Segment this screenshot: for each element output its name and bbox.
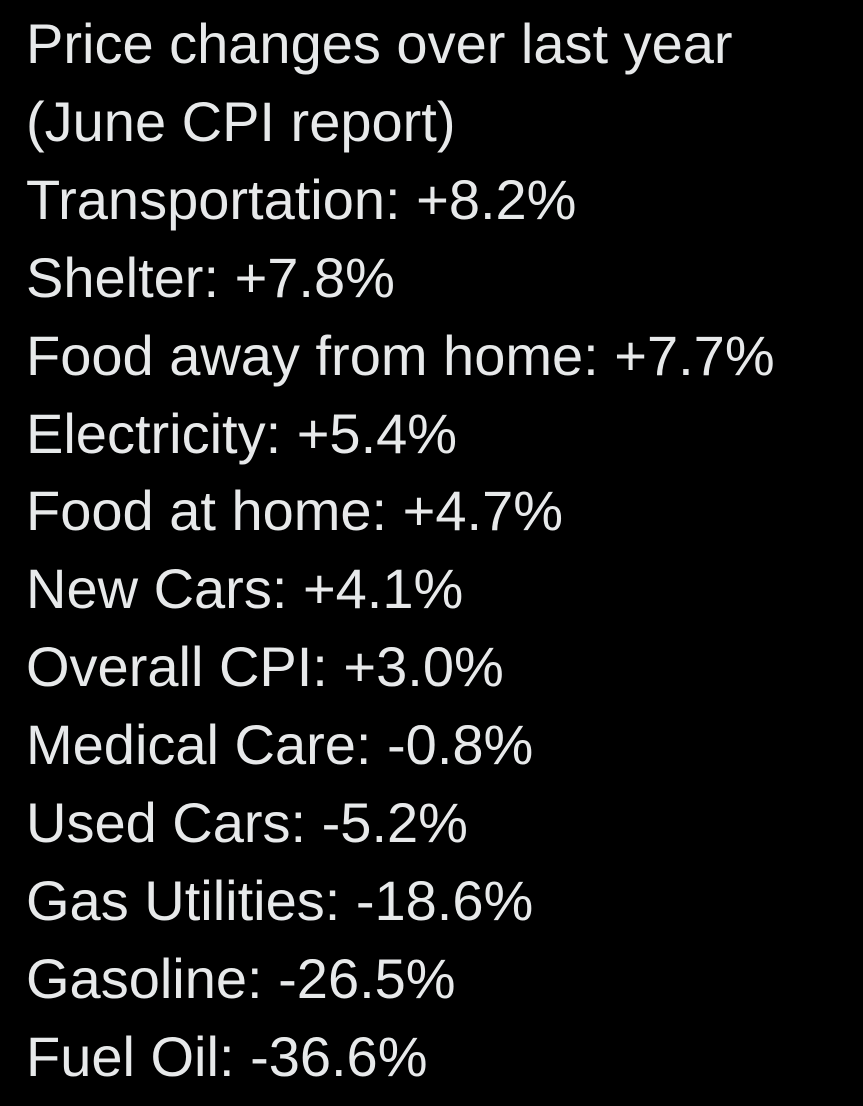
category-label: Medical Care [26,713,356,777]
category-label: Gasoline [26,946,248,1010]
change-value: +8.2% [416,167,577,231]
price-change-list: Transportation: +8.2% Shelter: +7.8% Food … [26,161,775,1096]
category-label: Shelter [26,245,204,309]
subtitle-line: (June CPI report) [26,89,456,153]
price-change-item: Gas Utilities: -18.6% [26,868,534,932]
category-label: Transportation [26,167,385,231]
price-change-item: New Cars: +4.1% [26,557,464,621]
price-change-item: Shelter: +7.8% [26,245,395,309]
change-value: +7.7% [614,323,775,387]
price-change-item: Gasoline: -26.5% [26,946,456,1010]
change-value: +5.4% [296,401,458,465]
price-change-item: Food away from home: +7.7% [26,323,775,387]
change-value: -0.8% [387,713,534,777]
change-value: +4.7% [402,479,564,543]
change-value: +4.1% [302,557,464,621]
category-label: Food at home [26,479,372,543]
price-change-item: Overall CPI: +3.0% [26,635,504,699]
category-label: Fuel Oil [26,1024,219,1088]
change-value: +7.8% [234,245,395,309]
post-text: Price changes over last year (June CPI r… [26,5,775,1096]
price-change-item: Transportation: +8.2% [26,167,577,231]
category-label: New Cars [26,557,272,621]
category-label: Gas Utilities [26,868,325,932]
change-value: -36.6% [250,1024,428,1088]
change-value: +3.0% [343,635,504,699]
change-value: -18.6% [355,868,534,932]
price-change-item: Electricity: +5.4% [26,401,458,465]
price-change-item: Fuel Oil: -36.6% [26,1024,428,1088]
change-value: -5.2% [321,791,468,855]
title-line: Price changes over last year [26,12,733,75]
category-label: Overall CPI [26,635,313,699]
change-value: -26.5% [278,946,456,1010]
category-label: Food away from home [26,323,584,387]
price-change-item: Food at home: +4.7% [26,479,564,543]
price-change-item: Medical Care: -0.8% [26,713,534,777]
price-change-item: Used Cars: -5.2% [26,791,468,855]
category-label: Used Cars [26,791,291,855]
category-label: Electricity [26,401,266,465]
